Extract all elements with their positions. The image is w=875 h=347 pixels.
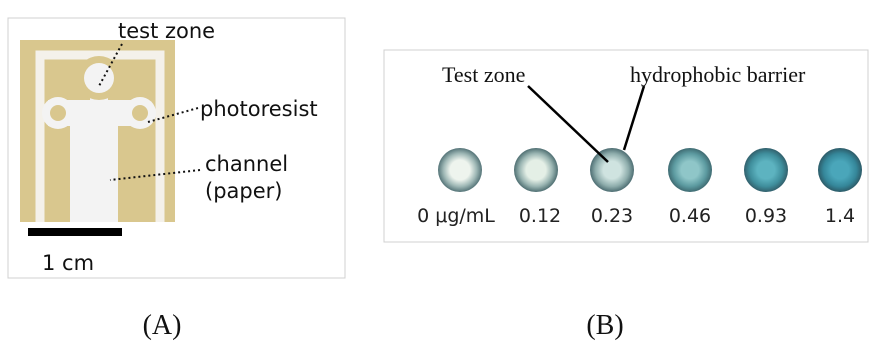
concentration: 1.4: [825, 205, 855, 227]
label: (paper): [205, 179, 282, 203]
concentration: 0.12: [519, 205, 561, 227]
scale-bar: [28, 228, 122, 236]
label: channel: [205, 152, 288, 176]
concentration: 0.46: [669, 205, 711, 227]
concentration: 0.23: [591, 205, 633, 227]
scale-label: 1 cm: [42, 251, 94, 275]
caption: (B): [586, 310, 623, 341]
label: hydrophobic barrier: [630, 62, 806, 87]
concentration: 0 μg/mL: [417, 205, 495, 227]
caption: (A): [143, 310, 182, 341]
label: photoresist: [200, 97, 318, 121]
label: Test zone: [442, 62, 525, 87]
label: test zone: [118, 19, 215, 43]
device: [20, 40, 175, 222]
figure: test zone photoresist channel (paper) 1 …: [0, 0, 875, 347]
concentration: 0.93: [745, 205, 787, 227]
